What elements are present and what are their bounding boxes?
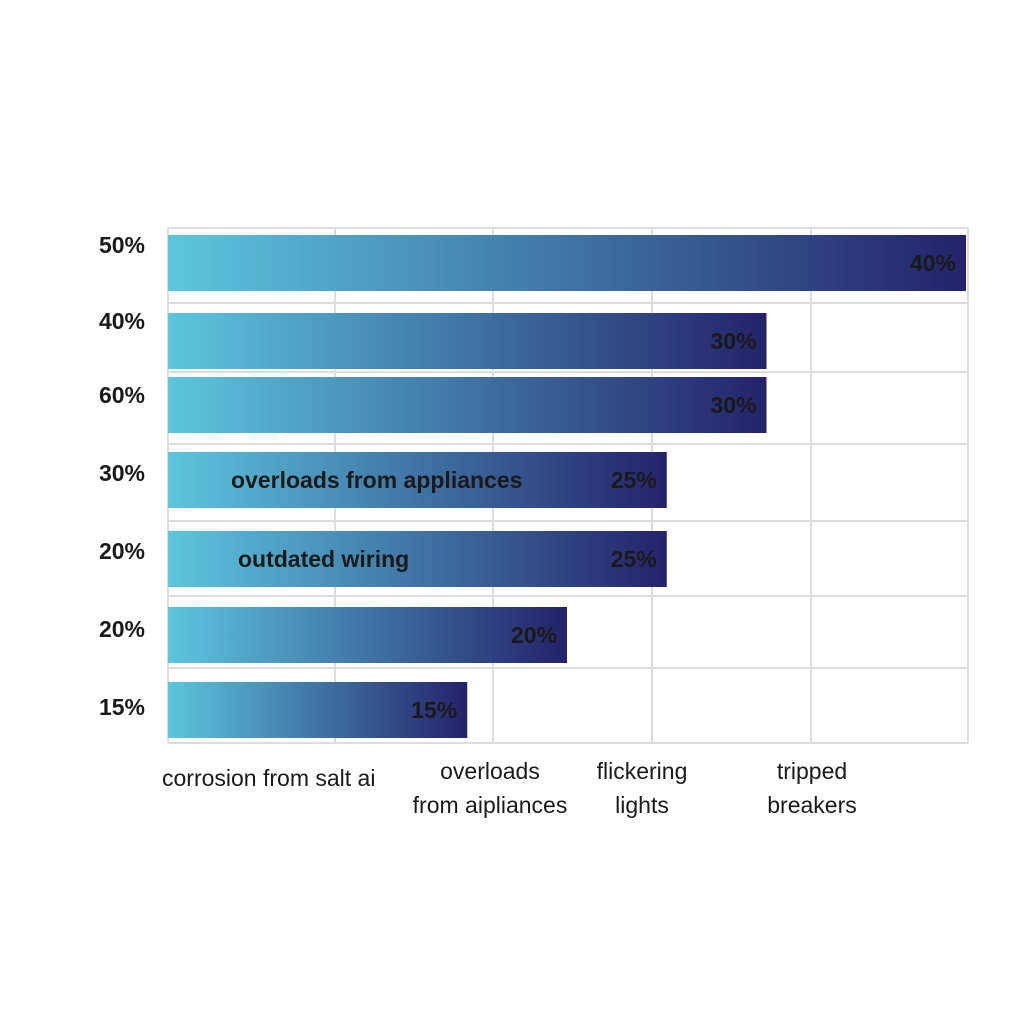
- value-label: 40%: [910, 250, 956, 276]
- category-label: 60%: [99, 382, 145, 408]
- bar-annotation: overloads from appliances: [231, 467, 522, 493]
- bar: [168, 682, 468, 738]
- category-label: 50%: [99, 232, 145, 258]
- value-label: 25%: [611, 546, 657, 572]
- bar: [168, 313, 767, 369]
- x-label: breakers: [767, 792, 856, 818]
- x-label: overloads: [440, 758, 540, 784]
- value-label: 30%: [710, 328, 756, 354]
- x-label: tripped: [777, 758, 847, 784]
- bar: [168, 531, 667, 587]
- bar: [168, 235, 966, 291]
- category-label: 20%: [99, 616, 145, 642]
- x-label: from aipliances: [413, 792, 568, 818]
- x-label: corrosion from salt ai: [162, 765, 375, 791]
- value-label: 15%: [411, 697, 457, 723]
- bar: [168, 607, 567, 663]
- bar: [168, 377, 767, 433]
- x-label: lights: [615, 792, 669, 818]
- bar: [168, 452, 667, 508]
- value-label: 25%: [611, 467, 657, 493]
- category-label: 15%: [99, 694, 145, 720]
- x-label: flickering: [597, 758, 688, 784]
- category-label: 40%: [99, 308, 145, 334]
- bar-annotation: outdated wiring: [238, 546, 409, 572]
- value-label: 30%: [710, 392, 756, 418]
- value-label: 20%: [511, 622, 557, 648]
- category-label: 20%: [99, 538, 145, 564]
- category-label: 30%: [99, 460, 145, 486]
